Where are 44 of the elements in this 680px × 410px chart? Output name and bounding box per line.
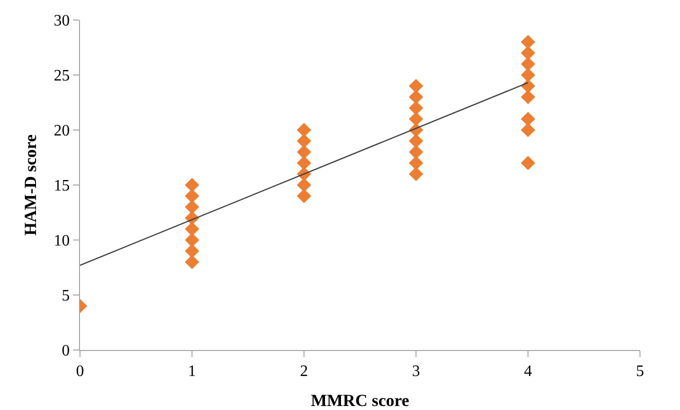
x-axis-title: MMRC score bbox=[310, 391, 410, 410]
x-tick-label: 2 bbox=[300, 363, 308, 380]
point bbox=[520, 112, 536, 126]
x-tick-label: 5 bbox=[636, 363, 644, 380]
x-tick-label: 0 bbox=[76, 363, 84, 380]
point bbox=[408, 144, 424, 160]
y-tick-label: 30 bbox=[54, 12, 70, 30]
point bbox=[184, 200, 200, 214]
y-tick-label: 10 bbox=[54, 232, 70, 250]
point bbox=[296, 144, 312, 160]
y-tick-label: 25 bbox=[54, 68, 70, 85]
point bbox=[520, 56, 536, 72]
point bbox=[408, 112, 424, 126]
y-tick-label: 5 bbox=[62, 288, 70, 305]
point bbox=[520, 122, 536, 138]
point bbox=[184, 244, 200, 258]
point bbox=[408, 78, 424, 94]
point bbox=[184, 222, 200, 236]
point bbox=[296, 188, 312, 204]
x-tick-label: 1 bbox=[188, 363, 196, 380]
point bbox=[184, 178, 200, 192]
point bbox=[408, 100, 424, 116]
point bbox=[296, 134, 312, 148]
point bbox=[408, 166, 424, 182]
point bbox=[296, 156, 312, 170]
point bbox=[520, 90, 536, 104]
point bbox=[408, 90, 424, 104]
point bbox=[520, 46, 536, 60]
x-tick-label: 3 bbox=[412, 363, 420, 380]
point bbox=[184, 232, 200, 248]
point bbox=[184, 188, 200, 204]
point bbox=[520, 34, 536, 50]
point bbox=[408, 134, 424, 148]
y-tick-label: 20 bbox=[54, 122, 70, 140]
point bbox=[520, 156, 536, 170]
x-tick-label: 4 bbox=[524, 363, 532, 380]
y-tick-label: 0 bbox=[62, 342, 70, 360]
y-axis-title: HAM-D score bbox=[21, 134, 40, 236]
y-tick-label: 15 bbox=[54, 178, 70, 195]
point bbox=[520, 68, 536, 82]
point bbox=[408, 156, 424, 170]
point bbox=[296, 178, 312, 192]
point bbox=[296, 122, 312, 138]
point bbox=[184, 254, 200, 270]
